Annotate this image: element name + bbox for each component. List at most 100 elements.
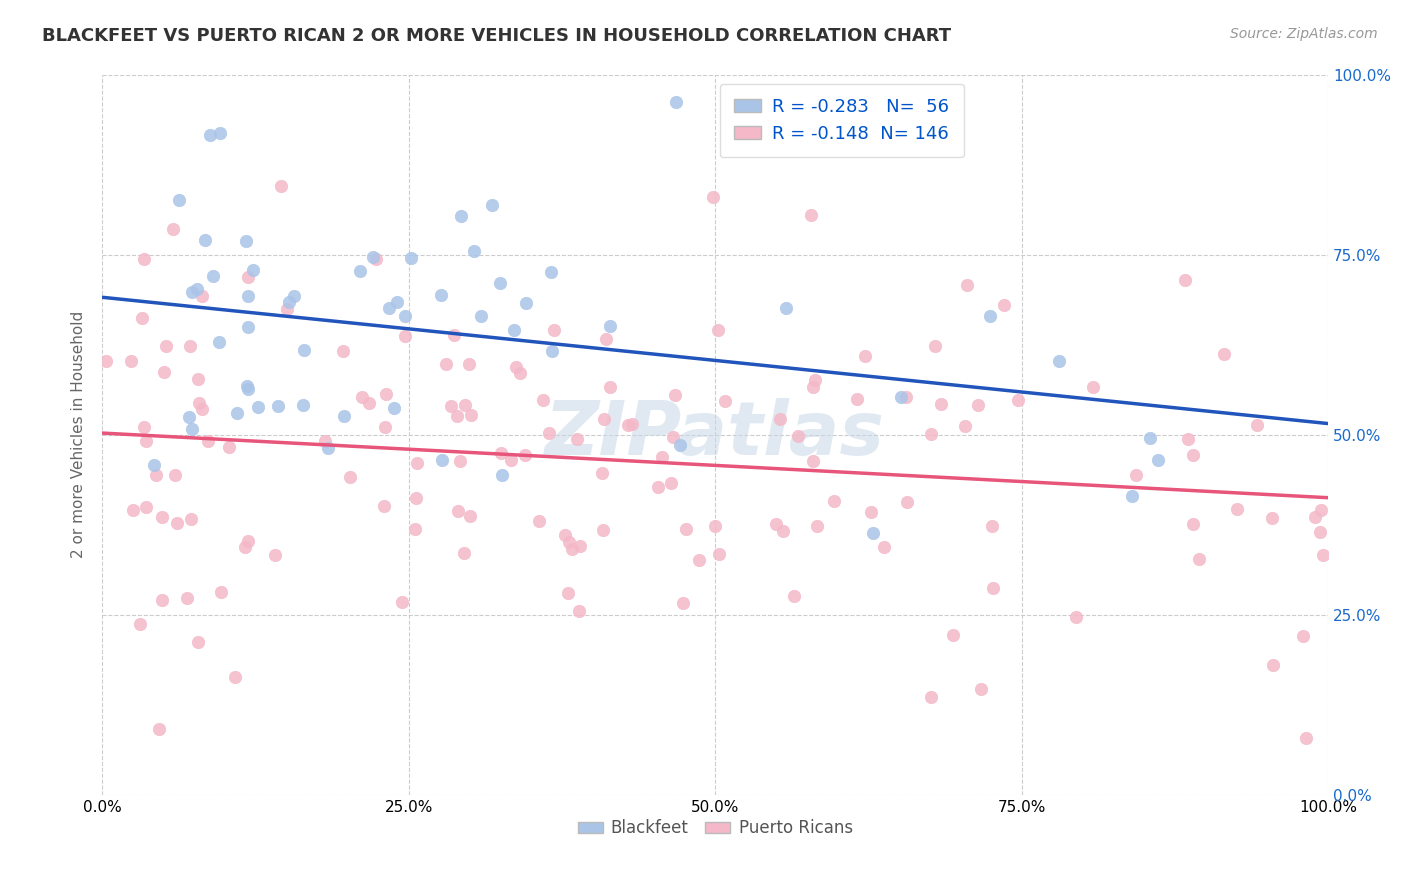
Point bbox=[800, 208, 823, 222]
Point bbox=[166, 516, 188, 530]
Point bbox=[270, 179, 292, 194]
Point bbox=[873, 540, 896, 554]
Point bbox=[714, 393, 737, 408]
Point bbox=[859, 505, 882, 519]
Text: BLACKFEET VS PUERTO RICAN 2 OR MORE VEHICLES IN HOUSEHOLD CORRELATION CHART: BLACKFEET VS PUERTO RICAN 2 OR MORE VEHI… bbox=[42, 27, 952, 45]
Point bbox=[862, 526, 884, 541]
Point bbox=[621, 417, 644, 431]
Point bbox=[405, 456, 427, 470]
Point bbox=[890, 390, 912, 404]
Point bbox=[236, 320, 259, 334]
Point bbox=[225, 406, 247, 420]
Legend: Blackfeet, Puerto Ricans: Blackfeet, Puerto Ricans bbox=[571, 813, 859, 844]
Point bbox=[378, 301, 401, 315]
Point bbox=[218, 440, 240, 454]
Point bbox=[163, 468, 186, 483]
Point bbox=[803, 454, 825, 468]
Point bbox=[194, 233, 217, 247]
Point bbox=[150, 593, 173, 607]
Point bbox=[181, 422, 204, 436]
Point bbox=[967, 398, 990, 412]
Point bbox=[1007, 392, 1029, 407]
Point bbox=[208, 335, 231, 350]
Point bbox=[391, 595, 413, 609]
Point bbox=[155, 339, 177, 353]
Point bbox=[823, 493, 845, 508]
Point bbox=[209, 127, 232, 141]
Point bbox=[787, 429, 810, 443]
Point bbox=[896, 495, 918, 509]
Point bbox=[846, 392, 869, 406]
Point bbox=[1047, 353, 1070, 368]
Point bbox=[647, 480, 669, 494]
Point bbox=[1261, 511, 1284, 525]
Point bbox=[599, 318, 621, 333]
Point bbox=[135, 500, 157, 515]
Point bbox=[558, 535, 581, 549]
Point bbox=[709, 547, 731, 561]
Point bbox=[187, 395, 209, 409]
Point bbox=[505, 360, 527, 375]
Point bbox=[458, 508, 481, 523]
Point bbox=[783, 589, 806, 603]
Point bbox=[540, 265, 562, 279]
Point bbox=[772, 524, 794, 538]
Point bbox=[449, 454, 471, 468]
Point bbox=[659, 476, 682, 491]
Point bbox=[374, 420, 396, 434]
Point bbox=[180, 285, 202, 299]
Point bbox=[1312, 548, 1334, 562]
Point bbox=[283, 289, 305, 303]
Point bbox=[955, 419, 977, 434]
Point bbox=[592, 523, 614, 537]
Point bbox=[955, 278, 977, 293]
Point bbox=[981, 581, 1004, 595]
Point bbox=[361, 250, 384, 264]
Point bbox=[531, 393, 554, 408]
Point bbox=[176, 591, 198, 605]
Point bbox=[202, 269, 225, 284]
Point bbox=[1295, 731, 1317, 745]
Point bbox=[668, 438, 690, 452]
Point bbox=[970, 681, 993, 696]
Point bbox=[801, 380, 824, 394]
Point bbox=[179, 339, 201, 353]
Point bbox=[236, 382, 259, 396]
Point bbox=[920, 426, 942, 441]
Point bbox=[332, 343, 354, 358]
Point bbox=[599, 380, 621, 394]
Point bbox=[350, 390, 373, 404]
Point bbox=[672, 596, 695, 610]
Point bbox=[1174, 273, 1197, 287]
Point bbox=[489, 277, 512, 291]
Point bbox=[187, 372, 209, 386]
Text: Source: ZipAtlas.com: Source: ZipAtlas.com bbox=[1230, 27, 1378, 41]
Point bbox=[264, 548, 287, 562]
Point bbox=[359, 396, 381, 410]
Point bbox=[543, 323, 565, 337]
Point bbox=[120, 354, 142, 368]
Point bbox=[235, 234, 257, 248]
Point bbox=[443, 328, 465, 343]
Point bbox=[131, 311, 153, 326]
Point bbox=[453, 398, 475, 412]
Point bbox=[470, 310, 492, 324]
Point bbox=[463, 244, 485, 258]
Point bbox=[292, 398, 315, 412]
Point bbox=[1309, 525, 1331, 540]
Point bbox=[509, 366, 531, 380]
Point bbox=[661, 430, 683, 444]
Point bbox=[366, 252, 388, 266]
Point bbox=[561, 541, 583, 556]
Point bbox=[224, 670, 246, 684]
Point bbox=[177, 410, 200, 425]
Point bbox=[515, 296, 537, 310]
Point bbox=[702, 190, 724, 204]
Point bbox=[1181, 448, 1204, 462]
Point bbox=[446, 409, 468, 423]
Point bbox=[565, 432, 588, 446]
Point bbox=[236, 378, 259, 392]
Point bbox=[333, 409, 356, 423]
Point bbox=[430, 287, 453, 301]
Point bbox=[1121, 489, 1143, 503]
